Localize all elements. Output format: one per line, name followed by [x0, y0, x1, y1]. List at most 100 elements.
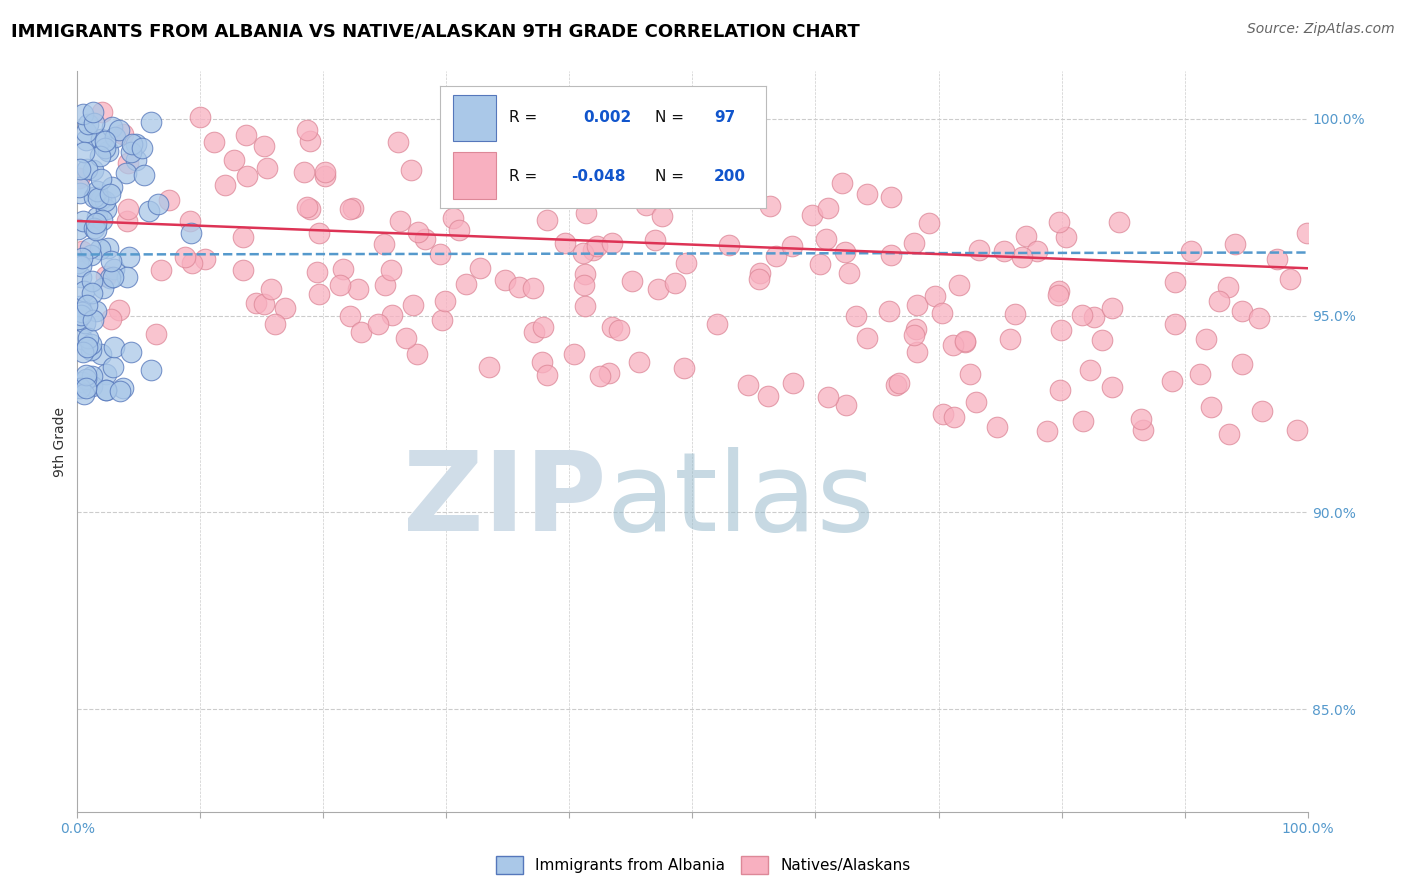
Point	[308, 226, 330, 240]
Y-axis label: 9th Grade: 9th Grade	[53, 407, 67, 476]
Point	[1164, 317, 1187, 331]
Point	[91, 281, 114, 295]
Point	[664, 276, 686, 290]
Point	[173, 250, 195, 264]
Point	[1199, 400, 1222, 414]
Point	[1161, 375, 1184, 389]
Point	[574, 299, 596, 313]
Point	[90, 347, 112, 361]
Point	[959, 367, 981, 381]
Point	[948, 278, 970, 293]
Point	[471, 147, 494, 161]
Point	[305, 265, 328, 279]
Point	[75, 380, 97, 394]
Point	[292, 165, 315, 179]
Point	[76, 340, 98, 354]
Point	[94, 202, 117, 217]
Point	[1070, 308, 1092, 322]
Point	[516, 143, 538, 157]
Point	[70, 269, 93, 284]
Point	[82, 163, 104, 178]
Point	[831, 176, 853, 190]
Text: atlas: atlas	[606, 447, 875, 554]
Point	[70, 305, 93, 319]
Point	[429, 246, 451, 260]
Point	[236, 169, 259, 183]
Point	[513, 148, 536, 162]
Point	[115, 214, 138, 228]
Point	[1251, 404, 1274, 418]
Point	[141, 115, 163, 129]
Point	[953, 334, 976, 349]
Point	[387, 135, 409, 149]
Point	[675, 256, 697, 270]
Point	[953, 334, 976, 348]
Point	[481, 163, 503, 178]
Point	[66, 222, 89, 236]
Point	[103, 261, 125, 276]
Point	[1035, 424, 1057, 438]
Point	[1050, 323, 1073, 337]
Point	[94, 269, 117, 284]
Point	[149, 263, 172, 277]
Point	[141, 363, 163, 377]
Point	[76, 161, 98, 176]
Point	[188, 111, 211, 125]
Point	[73, 284, 96, 298]
Point	[1223, 236, 1246, 251]
Point	[651, 209, 673, 223]
Point	[1295, 226, 1317, 240]
Point	[66, 312, 89, 326]
Point	[905, 298, 928, 312]
Point	[965, 395, 987, 409]
Point	[1080, 363, 1102, 377]
Point	[413, 232, 436, 246]
Point	[782, 376, 804, 390]
Point	[374, 278, 396, 293]
Point	[101, 120, 124, 135]
Point	[224, 153, 246, 168]
Point	[117, 156, 139, 170]
Text: IMMIGRANTS FROM ALBANIA VS NATIVE/ALASKAN 9TH GRADE CORRELATION CHART: IMMIGRANTS FROM ALBANIA VS NATIVE/ALASKA…	[11, 22, 860, 40]
Point	[80, 343, 103, 357]
Point	[644, 233, 666, 247]
Point	[1286, 424, 1309, 438]
Point	[125, 153, 148, 167]
Point	[72, 214, 94, 228]
Point	[72, 332, 94, 346]
Point	[91, 105, 114, 120]
Point	[554, 236, 576, 251]
Point	[817, 390, 839, 404]
Point	[339, 202, 361, 216]
Point	[80, 337, 103, 351]
Point	[245, 296, 267, 310]
Point	[367, 317, 389, 331]
Point	[86, 210, 108, 224]
Point	[77, 117, 100, 131]
Point	[347, 282, 370, 296]
Point	[1188, 367, 1211, 381]
Point	[82, 274, 104, 288]
Point	[780, 239, 803, 253]
Point	[86, 184, 108, 198]
Point	[586, 239, 609, 253]
Point	[157, 194, 180, 208]
Point	[706, 317, 728, 331]
Point	[98, 187, 121, 202]
Point	[838, 266, 860, 280]
Point	[73, 387, 96, 401]
Point	[430, 313, 453, 327]
Point	[84, 216, 107, 230]
Point	[214, 178, 236, 193]
Point	[256, 161, 278, 175]
Point	[91, 212, 114, 227]
Point	[607, 323, 630, 337]
Point	[132, 168, 155, 182]
Point	[647, 282, 669, 296]
Point	[931, 306, 953, 320]
Point	[104, 129, 127, 144]
Point	[101, 269, 124, 284]
Point	[100, 254, 122, 268]
Point	[138, 203, 160, 218]
Point	[574, 267, 596, 281]
